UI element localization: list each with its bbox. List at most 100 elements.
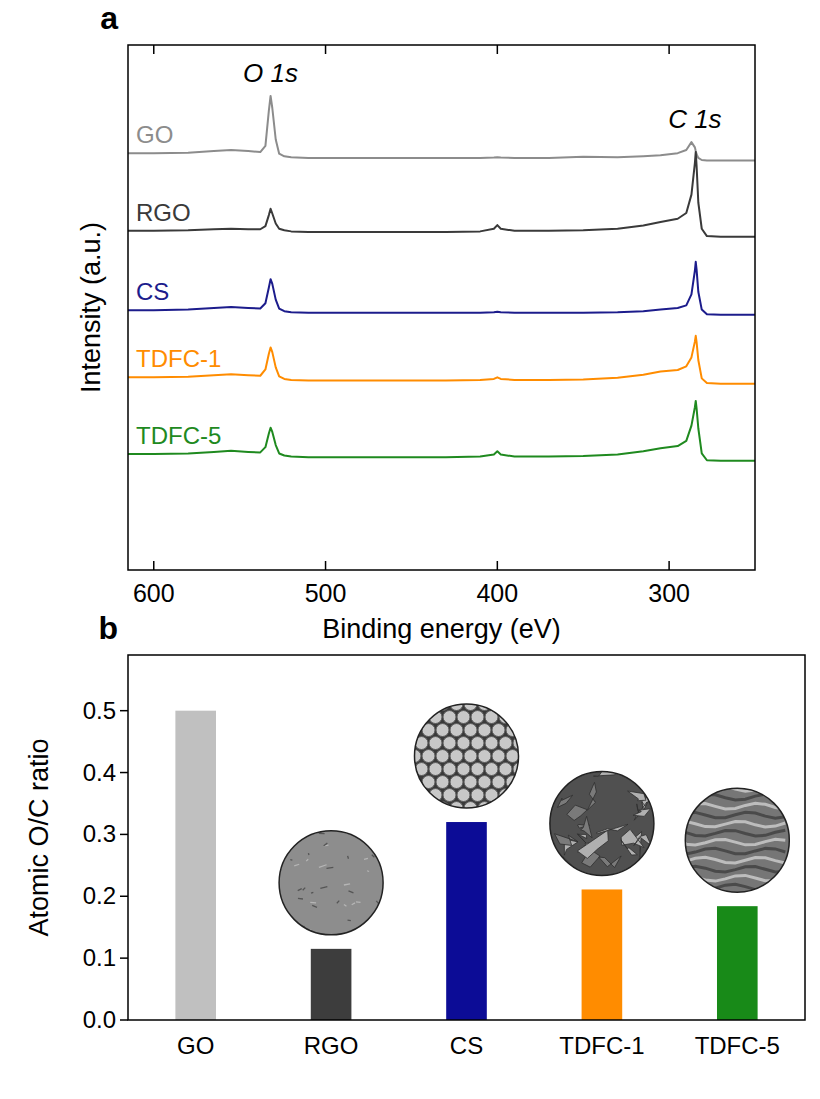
- inset-sphere: [422, 802, 435, 815]
- inset-sphere: [457, 789, 470, 802]
- inset-texture: [364, 858, 368, 860]
- x-tick-top: [668, 45, 670, 54]
- x-tick-label: 300: [648, 579, 690, 607]
- x-tick-label: GO: [177, 1032, 214, 1059]
- inset-texture: [319, 833, 325, 835]
- bar: [717, 906, 758, 1020]
- bar: [311, 949, 352, 1020]
- inset-flake: [634, 835, 652, 846]
- inset-flake: [639, 769, 655, 779]
- inset-flake: [577, 830, 608, 858]
- inset-sphere: [457, 763, 470, 776]
- inset-texture: [337, 901, 339, 904]
- y-tick: [120, 957, 128, 959]
- inset-texture: [279, 841, 286, 842]
- inset-sphere: [415, 711, 428, 724]
- panel-letter: a: [100, 0, 118, 36]
- inset-sphere: [457, 737, 470, 750]
- x-tick-top: [497, 45, 499, 54]
- x-tick-label: CS: [450, 1032, 483, 1059]
- inset-texture: [348, 919, 351, 921]
- inset-texture: [292, 925, 295, 927]
- x-axis-title: Binding energy (eV): [322, 614, 561, 644]
- inset-sphere: [450, 750, 463, 763]
- inset-texture: [327, 867, 334, 869]
- inset-sphere: [478, 750, 491, 763]
- inset-sphere: [436, 750, 449, 763]
- inset-flake: [557, 795, 572, 807]
- inset-sphere: [464, 776, 477, 789]
- inset-sphere: [506, 802, 519, 815]
- inset-texture: [352, 903, 355, 905]
- inset-texture: [319, 865, 327, 868]
- x-tick: [497, 561, 499, 570]
- bar: [175, 711, 216, 1020]
- inset-sphere: [513, 789, 526, 802]
- annotation: C 1s: [668, 104, 721, 134]
- inset-border: [279, 831, 383, 935]
- x-tick-label: TDFC-5: [695, 1032, 780, 1059]
- inset-sphere: [436, 776, 449, 789]
- inset-flake: [596, 824, 628, 833]
- y-tick-label: 0.5: [83, 697, 116, 724]
- inset-ground: [685, 788, 789, 892]
- inset-sphere: [415, 789, 428, 802]
- y-tick: [120, 834, 128, 836]
- inset-sphere: [408, 802, 421, 815]
- inset-texture: [306, 859, 308, 861]
- inset-sphere: [429, 763, 442, 776]
- inset-sphere: [443, 711, 456, 724]
- bar: [582, 889, 623, 1020]
- inset-sphere: [471, 711, 484, 724]
- inset-flake: [587, 782, 596, 810]
- bar-group: [175, 711, 757, 1020]
- plot-frame: [128, 655, 805, 1020]
- inset-texture: [367, 870, 369, 872]
- x-tick: [325, 561, 327, 570]
- inset-layer: [685, 857, 785, 863]
- inset-texture: [294, 864, 299, 866]
- inset-border: [685, 788, 789, 892]
- inset-sphere: [492, 776, 505, 789]
- figure: 600500400300GORGOCSTDFC-1TDFC-5O 1sC 1sB…: [0, 0, 820, 1099]
- inset-sphere: [478, 724, 491, 737]
- inset-texture: [323, 843, 327, 846]
- x-tick: [668, 561, 670, 570]
- series-label: RGO: [136, 199, 191, 226]
- inset-sphere: [429, 789, 442, 802]
- inset-sphere: [422, 750, 435, 763]
- inset-flake: [554, 834, 577, 846]
- y-tick-label: 0.2: [83, 882, 116, 909]
- inset-texture: [347, 856, 349, 859]
- inset-texture: [356, 901, 361, 903]
- sem-inset: [685, 785, 789, 892]
- x-tick-top: [325, 45, 327, 54]
- inset-ground: [279, 831, 383, 935]
- inset-sphere: [443, 789, 456, 802]
- bar: [446, 822, 487, 1020]
- inset-sphere: [492, 698, 505, 711]
- inset-texture: [303, 888, 306, 891]
- inset-sphere: [429, 737, 442, 750]
- inset-sphere: [506, 698, 519, 711]
- series-label: TDFC-5: [136, 422, 221, 449]
- series-group: [128, 96, 755, 461]
- inset-ground: [550, 771, 654, 875]
- series-label: GO: [136, 121, 173, 148]
- inset-layer: [685, 866, 785, 872]
- inset-texture: [349, 891, 354, 893]
- inset-texture: [344, 904, 347, 906]
- inset-flake: [567, 805, 587, 820]
- inset-texture: [305, 830, 306, 832]
- inset-texture: [311, 892, 313, 894]
- inset-texture: [310, 902, 316, 904]
- inset-flake: [560, 857, 572, 867]
- inset-sphere: [492, 750, 505, 763]
- inset-layer: [685, 830, 785, 836]
- x-tick-label: 400: [476, 579, 518, 607]
- y-axis-title: Intensity (a.u.): [76, 222, 106, 393]
- x-tick-label: 500: [305, 579, 347, 607]
- inset-border: [550, 771, 654, 875]
- x-tick-top: [153, 45, 155, 54]
- inset-texture: [376, 901, 378, 903]
